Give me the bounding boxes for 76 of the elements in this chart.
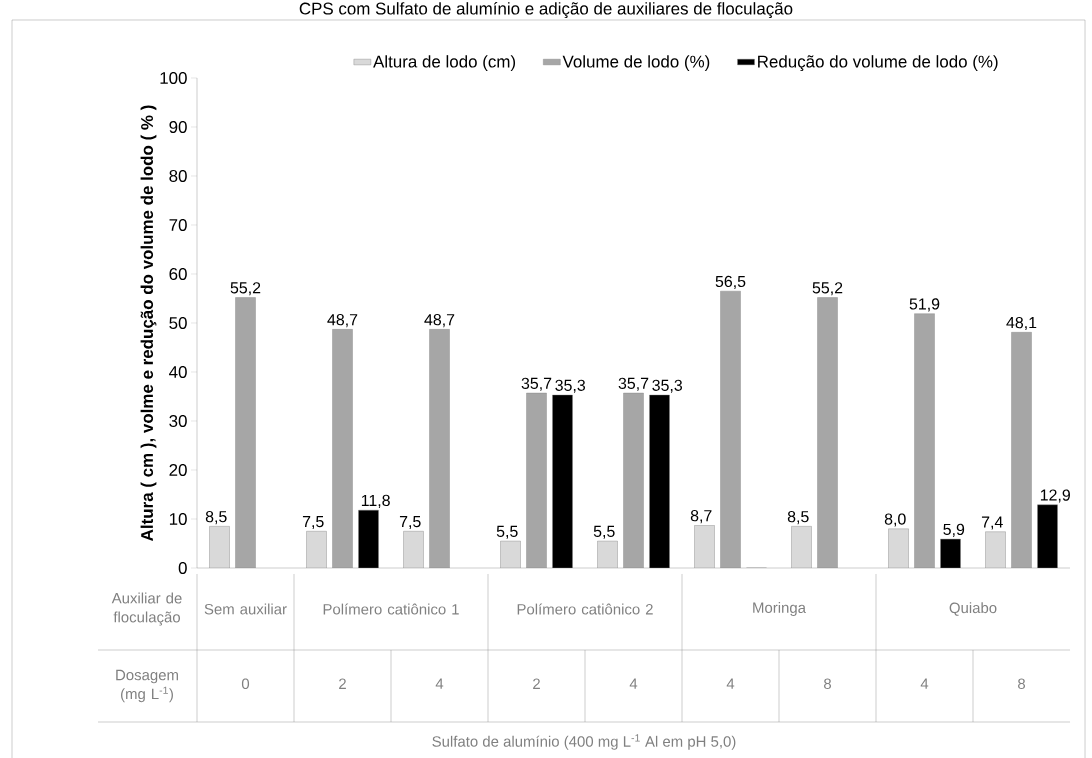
data-label: 5,9 (943, 523, 965, 537)
y-tick-label: 10 (169, 513, 187, 525)
y-tick-label: 40 (169, 366, 187, 378)
text: Polímero catiônico 2 (517, 603, 653, 615)
bar (358, 509, 379, 568)
data-label: 5,5 (593, 525, 615, 539)
bar (623, 392, 644, 568)
bar (235, 297, 256, 568)
data-label: 48,7 (424, 314, 455, 328)
text: Moringa (753, 602, 806, 616)
bar (332, 329, 353, 568)
bar (1011, 332, 1032, 568)
data-label: 35,7 (618, 377, 649, 391)
y-tick-label: 20 (169, 464, 187, 476)
bar (403, 531, 424, 568)
data-label: 35,7 (521, 377, 552, 391)
y-tick-label: 0 (178, 562, 187, 574)
data-label: 48,7 (327, 314, 358, 328)
data-label: 51,9 (909, 298, 940, 312)
text: Dosagem (mg L$^{-1}$) (116, 669, 178, 703)
y-tick-label: 80 (169, 170, 187, 182)
data-label: 7,4 (981, 516, 1003, 530)
data-label: 11,8 (361, 494, 390, 508)
bar (1037, 504, 1058, 568)
data-label: 8,7 (690, 510, 712, 524)
bar (817, 297, 838, 568)
data-label: 35,3 (652, 379, 683, 393)
bar (209, 526, 230, 568)
bar (649, 394, 670, 568)
y-tick-label: 100 (160, 72, 187, 84)
y-axis-title: Altura ( cm ), volme e redução do volume de lodo ( % ) (140, 105, 157, 541)
text: Polímero catiônico 1 (323, 603, 459, 615)
x-tick-label: 4 (629, 678, 638, 689)
x-tick-label: 8 (824, 678, 832, 690)
x-tick-label: 8 (1018, 678, 1026, 690)
bar (720, 290, 741, 568)
bar (914, 313, 935, 568)
x-tick-label: 2 (533, 678, 540, 689)
y-tick-label: 50 (169, 317, 187, 329)
x-tick-label: 0 (241, 678, 250, 690)
x-tick-label: 4 (435, 678, 444, 689)
data-label: 7,5 (302, 516, 324, 530)
data-label: 7,5 (399, 516, 421, 530)
bar (552, 394, 573, 568)
data-label: 56,5 (715, 275, 746, 289)
bar (526, 392, 547, 568)
text: Quiabo (949, 602, 997, 616)
legend-label: Redução do volume de lodo (%) (758, 55, 998, 72)
text: Auxiliar de floculação (111, 592, 182, 626)
data-label: 12,9 (1040, 489, 1070, 503)
data-label: 5,5 (496, 525, 518, 539)
data-label: 8,0 (884, 513, 906, 527)
data-label: 55,2 (230, 282, 261, 296)
bar (791, 526, 812, 568)
y-tick-label: 30 (169, 415, 187, 427)
x-tick-label: 4 (726, 678, 735, 689)
data-label: 8,5 (205, 510, 227, 525)
legend-label: Altura de lodo (cm) (373, 55, 516, 71)
data-label: 48,1 (1006, 316, 1037, 331)
y-tick-label: 90 (169, 121, 187, 133)
bar (985, 531, 1006, 568)
data-label: 35,3 (555, 379, 586, 393)
legend-label: Volume de lodo (%) (562, 55, 710, 71)
text: Sem auxiliar (204, 603, 287, 615)
y-tick-label: 70 (169, 219, 187, 231)
bar (306, 531, 327, 568)
bar (888, 528, 909, 568)
chart-title: CPS com Sulfato de alumínio e adição de auxiliares de floculação (299, 1, 793, 19)
data-label: 8,5 (787, 510, 809, 525)
x-tick-label: 2 (339, 678, 346, 689)
x-tick-label: 4 (920, 678, 929, 689)
data-label: 55,2 (812, 282, 843, 296)
bar (694, 525, 715, 568)
x-axis-title: Sulfato de alumínio (400 mg L$^{-1}$ Al em pH 5,0) (432, 734, 736, 750)
bar (429, 329, 450, 568)
y-tick-label: 60 (169, 268, 187, 280)
